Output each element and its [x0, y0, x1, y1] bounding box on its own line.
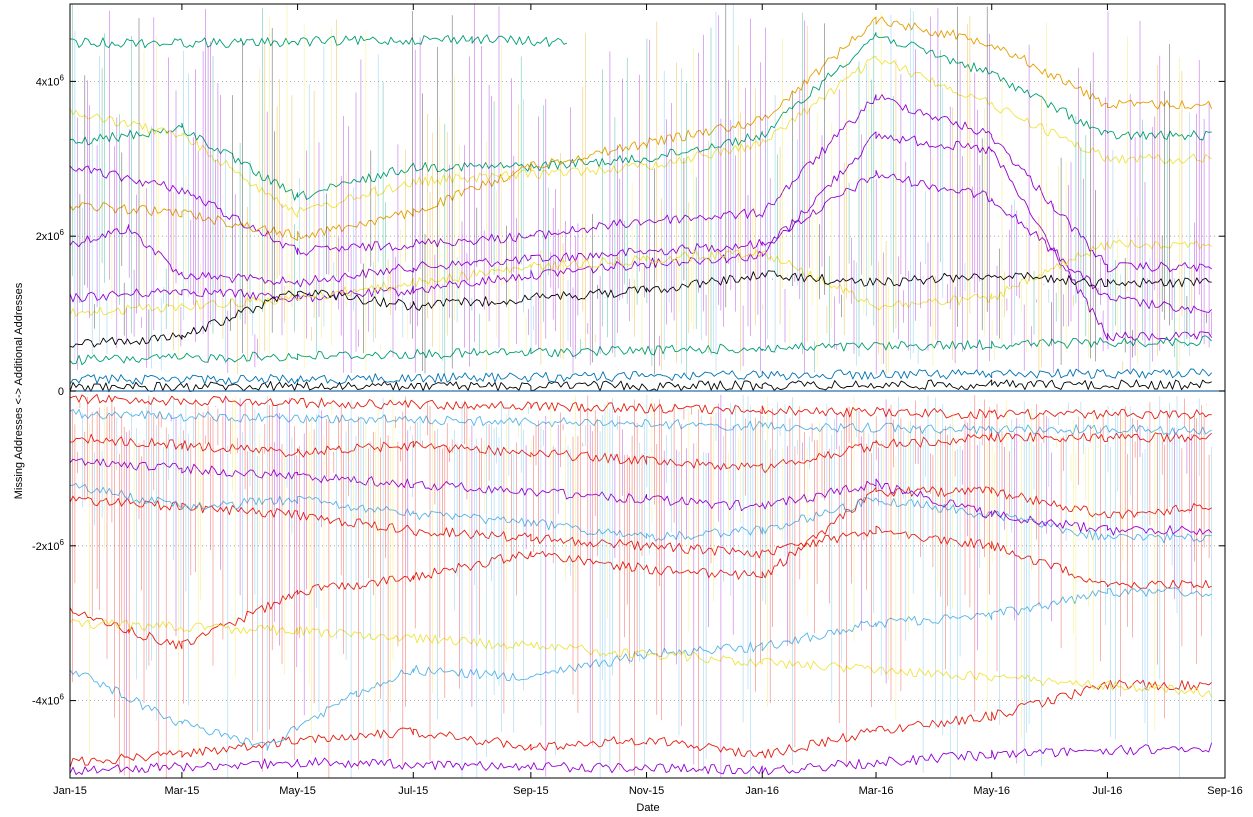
x-tick-label-2: May-15 — [279, 785, 316, 797]
series-line-3 — [70, 32, 1212, 201]
spike-up-0 — [70, 4, 1190, 375]
series-line-14 — [70, 486, 1212, 650]
spike-down-6 — [70, 394, 1212, 778]
series-line-19 — [70, 408, 1212, 436]
x-tick-label-4: Sep-15 — [513, 785, 548, 797]
series-line-5 — [70, 335, 1213, 366]
spike-up-3 — [79, 4, 1207, 375]
axis-ticks: 4x106 2x106 0 -2x106 -4x106 Jan-15 Mar-15 May-1… — [32, 4, 1243, 797]
spike-up-1 — [72, 4, 1178, 376]
spike-up-5 — [173, 16, 1193, 375]
x-tick-label-10: Sep-16 — [1207, 785, 1242, 797]
x-tick-label-6: Jan-16 — [745, 785, 779, 797]
series-line-21 — [70, 742, 1213, 776]
series-line-22 — [70, 618, 1213, 698]
y-tick-label-4: -4x106 — [32, 693, 65, 708]
spike-down-9 — [126, 394, 1193, 778]
series-group — [70, 16, 1225, 776]
x-tick-label-8: May-16 — [973, 785, 1010, 797]
y-tick-label-2: 0 — [58, 386, 64, 398]
series-line-10 — [70, 379, 1212, 393]
spike-down-8 — [89, 395, 1207, 764]
series-line-18 — [70, 587, 1212, 751]
spike-up-2 — [77, 4, 1212, 375]
series-line-1 — [70, 131, 1213, 342]
series-line-4 — [70, 34, 568, 49]
series-line-6 — [70, 16, 1213, 241]
series-line-15 — [70, 679, 1212, 768]
series-line-16 — [70, 495, 1212, 589]
spike-texture — [70, 4, 1212, 778]
y-tick-label-3: -2x106 — [32, 538, 65, 553]
y-tick-label-0: 4x106 — [36, 73, 65, 88]
series-line-20 — [70, 458, 1213, 536]
series-line-8 — [70, 55, 1212, 218]
series-line-17 — [70, 482, 1212, 544]
x-tick-label-3: Jul-15 — [398, 785, 428, 797]
x-tick-label-0: Jan-15 — [53, 785, 87, 797]
y-axis-label: Missing Addresses <-> Additional Address… — [13, 282, 25, 499]
series-line-0 — [70, 169, 1213, 314]
y-tick-label-1: 2x106 — [36, 228, 65, 243]
x-tick-label-9: Jul-16 — [1092, 785, 1122, 797]
series-line-13 — [70, 432, 1212, 474]
series-line-9 — [70, 270, 1212, 348]
x-tick-label-1: Mar-15 — [164, 785, 199, 797]
x-axis-label: Date — [636, 802, 659, 814]
series-line-11 — [70, 368, 1213, 385]
spike-up-4 — [111, 4, 1180, 373]
x-tick-label-7: Mar-16 — [859, 785, 894, 797]
series-line-12 — [70, 394, 1212, 420]
spike-down-7 — [72, 395, 1210, 778]
series-line-2 — [70, 94, 1212, 273]
x-tick-label-5: Nov-15 — [629, 785, 664, 797]
